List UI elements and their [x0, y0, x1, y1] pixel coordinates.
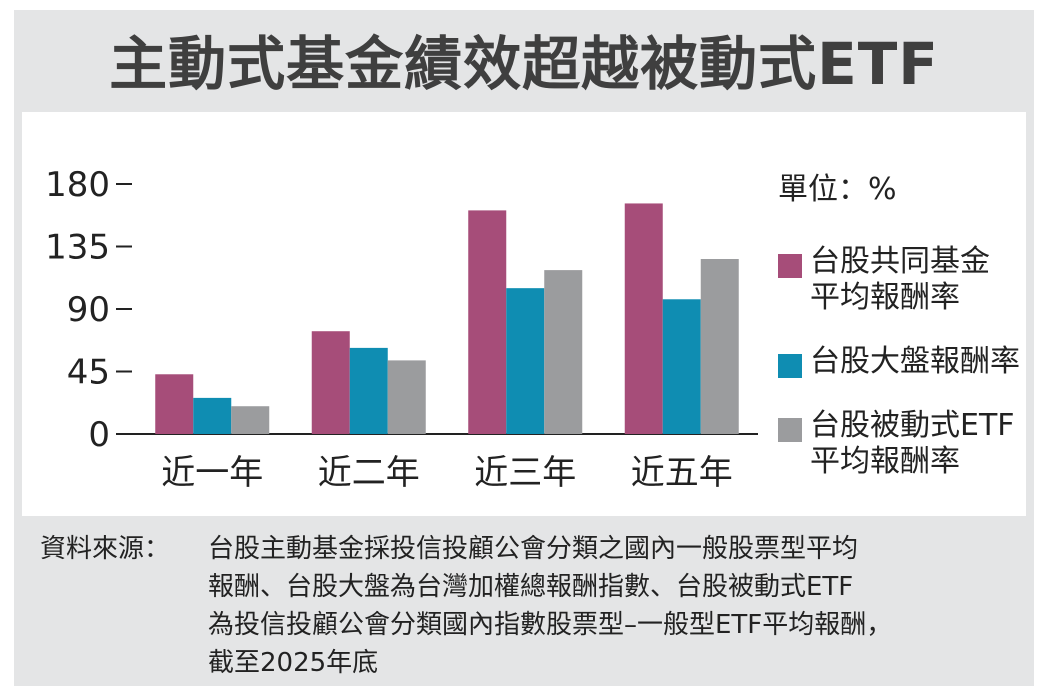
- bar-fund-3: [624, 203, 663, 434]
- legend-label-etf-line2: 平均報酬率: [810, 444, 960, 479]
- bar-market-0: [193, 397, 232, 434]
- x-category-label: 近五年: [631, 453, 733, 493]
- source-line-1: 台股主動基金採投信投顧公會分類之國內一般股票型平均: [208, 534, 859, 564]
- legend: 單位：% 台股共同基金 平均報酬率 台股大盤報酬率 台股被動式ETF 平均報酬率: [778, 164, 1038, 508]
- legend-label-market: 台股大盤報酬率: [810, 344, 1020, 379]
- legend-swatch-etf: [778, 418, 802, 442]
- y-tick-label: 180: [45, 165, 110, 205]
- unit-label: 單位：%: [778, 172, 897, 207]
- y-tick-label: 45: [67, 353, 110, 393]
- y-tick-label: 90: [67, 290, 110, 330]
- bar-market-2: [506, 288, 545, 434]
- legend-swatch-fund: [778, 254, 802, 278]
- source-line-3: 為投信投顧公會分類國內指數股票型–一般型ETF平均報酬，: [208, 610, 893, 640]
- legend-label-fund-line2: 平均報酬率: [810, 280, 960, 315]
- infographic-frame: 主動式基金績效超越被動式ETF 0 45 90 135 180 近一年 近二年 近三年 近五年 …: [14, 10, 1034, 686]
- legend-swatch-market: [778, 354, 802, 378]
- source-line-4: 截至2025年底: [208, 648, 379, 678]
- legend-item-market: 台股大盤報酬率: [778, 344, 1038, 380]
- legend-item-etf: 台股被動式ETF 平均報酬率: [778, 408, 1038, 480]
- source-text: 台股主動基金採投信投顧公會分類之國內一般股票型平均 報酬、台股大盤為台灣加權總報…: [208, 530, 1008, 682]
- x-category-label: 近三年: [474, 453, 576, 493]
- bar-fund-1: [311, 331, 350, 434]
- legend-label-etf-line1: 台股被動式ETF: [810, 408, 1015, 443]
- bar-etf-3: [700, 259, 739, 434]
- source-line-2: 報酬、台股大盤為台灣加權總報酬指數、台股被動式ETF: [208, 572, 854, 602]
- x-category-label: 近二年: [318, 453, 420, 493]
- legend-label-fund-line1: 台股共同基金: [810, 244, 990, 279]
- legend-item-fund: 台股共同基金 平均報酬率: [778, 244, 1038, 316]
- bar-fund-0: [155, 374, 194, 434]
- bar-etf-0: [231, 406, 270, 434]
- x-category-label: 近一年: [161, 453, 263, 493]
- y-tick-label: 0: [88, 415, 110, 455]
- bar-chart: 0 45 90 135 180 近一年 近二年 近三年 近五年: [45, 165, 758, 493]
- bar-market-3: [662, 299, 701, 434]
- bar-fund-2: [468, 210, 507, 434]
- source-label: 資料來源：: [40, 534, 171, 564]
- bar-etf-2: [544, 270, 583, 434]
- bar-market-1: [349, 347, 388, 434]
- chart-panel: 0 45 90 135 180 近一年 近二年 近三年 近五年 單位：% 台股共同基金 平均報酬…: [22, 112, 1026, 516]
- y-tick-label: 135: [45, 228, 110, 268]
- bar-etf-1: [387, 360, 426, 434]
- chart-title: 主動式基金績效超越被動式ETF: [109, 30, 939, 98]
